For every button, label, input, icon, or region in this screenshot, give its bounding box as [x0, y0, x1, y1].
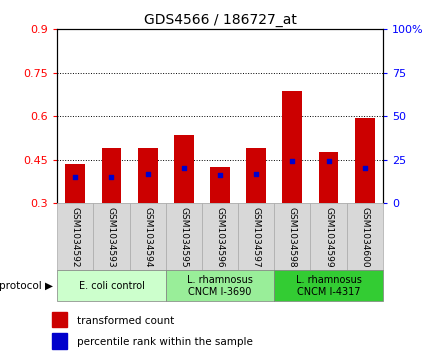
- Bar: [166, 270, 274, 301]
- Text: GSM1034593: GSM1034593: [107, 207, 116, 267]
- Point: [72, 174, 79, 180]
- Text: protocol ▶: protocol ▶: [0, 281, 53, 291]
- Point: [108, 174, 115, 180]
- Text: GSM1034594: GSM1034594: [143, 207, 152, 267]
- Point: [325, 159, 332, 164]
- Bar: [274, 270, 383, 301]
- Bar: [138, 148, 158, 203]
- Text: GSM1034600: GSM1034600: [360, 207, 369, 267]
- Text: transformed count: transformed count: [77, 316, 175, 326]
- Bar: [129, 203, 166, 270]
- Bar: [102, 148, 121, 203]
- Text: percentile rank within the sample: percentile rank within the sample: [77, 337, 253, 347]
- Bar: [210, 167, 230, 203]
- Bar: [66, 164, 85, 203]
- Text: GSM1034598: GSM1034598: [288, 207, 297, 267]
- Bar: [166, 203, 202, 270]
- Text: L. rhamnosus
CNCM I-3690: L. rhamnosus CNCM I-3690: [187, 275, 253, 297]
- Text: GSM1034596: GSM1034596: [216, 207, 224, 267]
- Bar: [311, 203, 347, 270]
- Bar: [57, 270, 166, 301]
- Point: [253, 171, 260, 176]
- Bar: [202, 203, 238, 270]
- Bar: [57, 203, 93, 270]
- Text: GSM1034592: GSM1034592: [71, 207, 80, 267]
- Bar: [355, 118, 375, 203]
- Bar: [52, 333, 67, 348]
- Bar: [93, 203, 129, 270]
- Bar: [52, 312, 67, 327]
- Point: [144, 171, 151, 176]
- Bar: [174, 135, 194, 203]
- Text: GDS4566 / 186727_at: GDS4566 / 186727_at: [143, 13, 297, 27]
- Text: GSM1034597: GSM1034597: [252, 207, 260, 267]
- Bar: [319, 152, 338, 203]
- Point: [216, 172, 224, 178]
- Bar: [238, 203, 274, 270]
- Text: L. rhamnosus
CNCM I-4317: L. rhamnosus CNCM I-4317: [296, 275, 362, 297]
- Text: E. coli control: E. coli control: [78, 281, 144, 291]
- Text: GSM1034595: GSM1034595: [180, 207, 188, 267]
- Bar: [246, 148, 266, 203]
- Bar: [347, 203, 383, 270]
- Bar: [282, 91, 302, 203]
- Point: [180, 166, 187, 171]
- Text: GSM1034599: GSM1034599: [324, 207, 333, 267]
- Point: [289, 159, 296, 164]
- Point: [361, 166, 368, 171]
- Bar: [274, 203, 311, 270]
